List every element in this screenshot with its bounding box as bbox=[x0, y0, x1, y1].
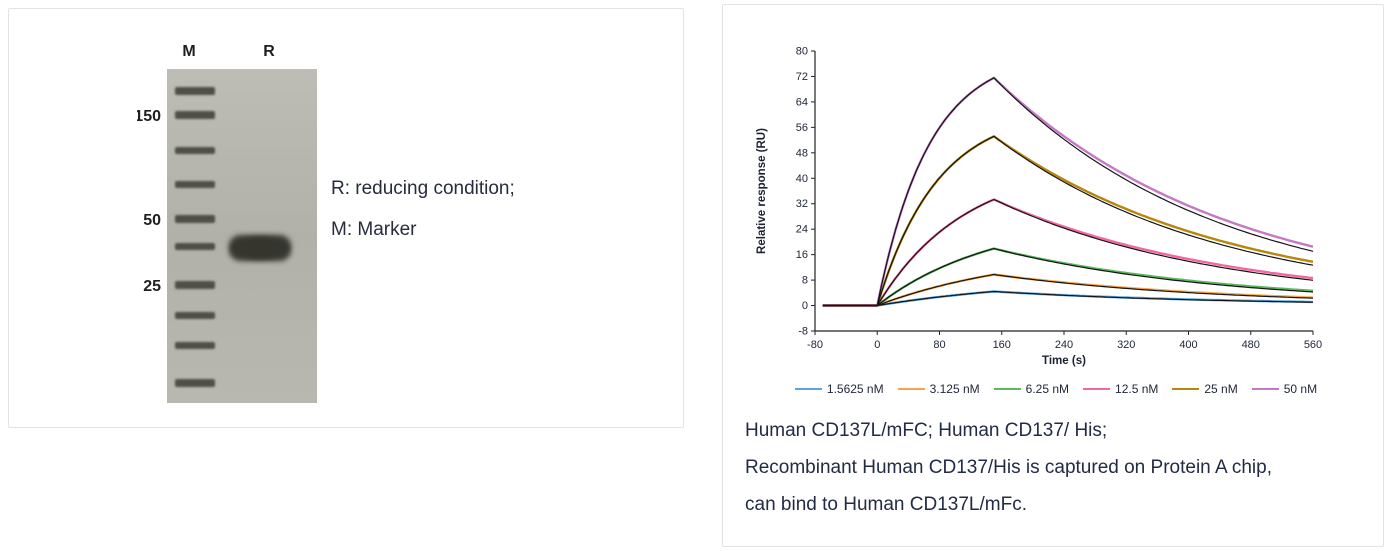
y-tick-label: 48 bbox=[796, 147, 808, 159]
sds-page-panel: M R 150 50 25 bbox=[8, 8, 684, 428]
x-tick-label: 80 bbox=[933, 339, 945, 351]
lane-label-sample: R bbox=[263, 43, 275, 60]
legend-line-swatch bbox=[1172, 388, 1200, 390]
x-tick-label: 320 bbox=[1117, 339, 1135, 351]
fit-curve-12.5-nM bbox=[822, 198, 1314, 307]
y-tick-label: -8 bbox=[798, 326, 808, 338]
legend-line-swatch bbox=[897, 388, 925, 390]
y-tick-label: 32 bbox=[796, 198, 808, 210]
legend-item: 50 nM bbox=[1251, 382, 1318, 396]
spr-caption-line-1: Human CD137L/mFC; Human CD137/ His; bbox=[745, 420, 1108, 441]
y-tick-label: 0 bbox=[802, 300, 808, 312]
sample-band bbox=[229, 235, 291, 261]
y-tick-label: 56 bbox=[796, 122, 808, 134]
fit-curve-50-nM bbox=[822, 77, 1314, 307]
legend-label: 50 nM bbox=[1283, 382, 1318, 396]
mw-label-25: 25 bbox=[143, 278, 161, 295]
x-tick-label: -80 bbox=[807, 339, 823, 351]
legend-line-swatch bbox=[1083, 388, 1111, 390]
x-tick-label: 240 bbox=[1055, 339, 1073, 351]
gel-caption-line-r: R: reducing condition; bbox=[331, 178, 515, 199]
y-tick-label: 40 bbox=[796, 173, 808, 185]
legend-item: 3.125 nM bbox=[897, 382, 980, 396]
y-tick-label: 80 bbox=[796, 46, 808, 58]
legend-line-swatch bbox=[794, 388, 822, 390]
mw-label-50: 50 bbox=[143, 212, 161, 229]
x-tick-label: 400 bbox=[1179, 339, 1197, 351]
fit-curve-25-nM bbox=[822, 135, 1314, 307]
spr-caption: Human CD137L/mFC; Human CD137/ His; Reco… bbox=[745, 412, 1275, 523]
spr-chart: 80 72 64 56 48 40 32 24 16 8 0 -8 -80 0 80 160 240 320 400… bbox=[729, 41, 1383, 397]
legend-label: 12.5 nM bbox=[1115, 382, 1159, 396]
series-curve-25-nM bbox=[822, 135, 1314, 307]
x-tick-label: 160 bbox=[993, 339, 1011, 351]
legend-line-swatch bbox=[1251, 388, 1279, 390]
x-axis-title: Time (s) bbox=[1042, 355, 1086, 367]
spr-caption-line-2: Recombinant Human CD137/His is captured … bbox=[745, 457, 1272, 516]
x-tick-label: 560 bbox=[1304, 339, 1322, 351]
chart-legend: 1.5625 nM 3.125 nM 6.25 nM 12.5 nM 25 nM 50 n… bbox=[729, 382, 1383, 396]
legend-item: 25 nM bbox=[1172, 382, 1238, 396]
gel-caption-line-m: M: Marker bbox=[331, 219, 417, 241]
x-tick-label: 480 bbox=[1242, 339, 1260, 351]
legend-label: 3.125 nM bbox=[929, 382, 980, 396]
y-tick-label: 8 bbox=[802, 275, 808, 287]
legend-item: 12.5 nM bbox=[1083, 382, 1158, 396]
y-tick-label: 72 bbox=[796, 71, 808, 83]
y-axis-title: Relative response (RU) bbox=[756, 128, 768, 254]
spr-panel: 80 72 64 56 48 40 32 24 16 8 0 -8 -80 0 80 160 240 320 400… bbox=[722, 4, 1384, 547]
series-curve-50-nM bbox=[822, 76, 1314, 307]
legend-line-swatch bbox=[993, 388, 1021, 390]
legend-item: 1.5625 nM bbox=[794, 382, 884, 396]
fit-curve-1.5625-nM bbox=[822, 290, 1314, 307]
y-tick-label: 16 bbox=[796, 249, 808, 261]
fit-curve-6.25-nM bbox=[822, 248, 1314, 307]
gel-caption: R: reducing condition; M: Marker bbox=[331, 177, 515, 259]
legend-label: 1.5625 nM bbox=[826, 382, 884, 396]
fit-curve-3.125-nM bbox=[822, 273, 1314, 307]
legend-label: 25 nM bbox=[1204, 382, 1238, 396]
y-tick-label: 64 bbox=[796, 96, 808, 108]
marker-ladder-bands bbox=[175, 87, 215, 387]
legend-label: 6.25 nM bbox=[1025, 382, 1070, 396]
lane-label-marker: M bbox=[182, 43, 195, 60]
y-tick-label: 24 bbox=[796, 224, 808, 236]
x-tick-label: 0 bbox=[874, 339, 880, 351]
legend-item: 6.25 nM bbox=[993, 382, 1070, 396]
mw-label-150: 150 bbox=[137, 108, 161, 125]
gel-image: M R 150 50 25 bbox=[137, 43, 317, 403]
